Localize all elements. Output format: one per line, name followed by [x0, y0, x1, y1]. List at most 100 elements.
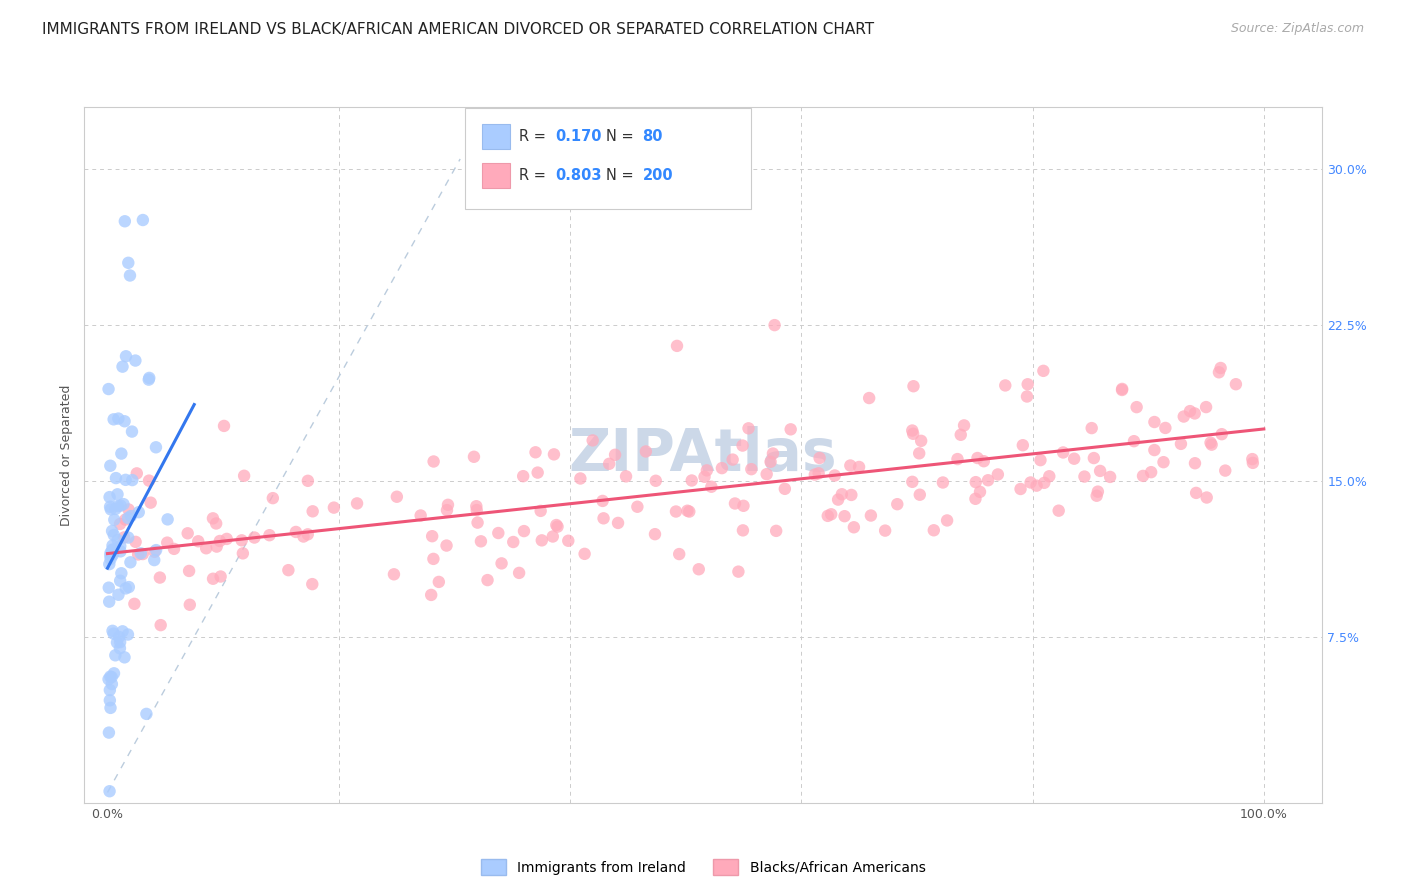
- Point: [420, 529, 443, 543]
- Point: [808, 450, 831, 465]
- Point: [202, 572, 225, 586]
- Point: [117, 531, 139, 545]
- Point: [100, 546, 122, 560]
- Point: [436, 503, 458, 517]
- Point: [114, 214, 136, 228]
- Point: [696, 463, 718, 477]
- Point: [132, 547, 155, 561]
- Point: [201, 511, 224, 525]
- Point: [634, 444, 657, 458]
- Point: [187, 534, 209, 549]
- Point: [322, 500, 344, 515]
- Point: [98, 458, 121, 473]
- Point: [107, 588, 129, 602]
- Point: [1195, 491, 1218, 505]
- Point: [1029, 453, 1052, 467]
- Point: [117, 627, 139, 641]
- Point: [103, 626, 125, 640]
- Text: 80: 80: [643, 129, 664, 144]
- Point: [108, 516, 131, 531]
- Point: [98, 693, 121, 707]
- Point: [666, 339, 689, 353]
- Point: [859, 508, 882, 523]
- Point: [124, 597, 146, 611]
- Point: [1088, 464, 1111, 478]
- Text: ZIPAtlas: ZIPAtlas: [568, 426, 838, 483]
- Point: [547, 519, 569, 533]
- Point: [710, 461, 733, 475]
- Point: [848, 459, 870, 474]
- Point: [97, 581, 120, 595]
- Point: [100, 670, 122, 684]
- Point: [1199, 435, 1222, 450]
- Point: [1209, 361, 1232, 376]
- Point: [901, 426, 924, 441]
- Point: [1123, 434, 1146, 449]
- Point: [465, 503, 488, 517]
- Point: [143, 553, 166, 567]
- Point: [121, 473, 143, 487]
- Point: [100, 502, 122, 516]
- Point: [117, 256, 139, 270]
- Point: [143, 545, 166, 559]
- Point: [104, 471, 127, 485]
- Point: [124, 534, 146, 549]
- Point: [513, 524, 536, 538]
- Point: [98, 683, 121, 698]
- Point: [1195, 400, 1218, 414]
- Point: [965, 475, 987, 490]
- Point: [953, 418, 976, 433]
- Point: [110, 499, 132, 513]
- Point: [644, 527, 666, 541]
- Point: [262, 491, 284, 505]
- Point: [977, 473, 1000, 487]
- Point: [502, 535, 524, 549]
- Point: [733, 499, 755, 513]
- Point: [427, 574, 450, 589]
- Point: [858, 391, 880, 405]
- Point: [1241, 456, 1264, 470]
- Point: [118, 268, 141, 283]
- Point: [114, 512, 136, 526]
- Point: [110, 544, 132, 558]
- Point: [1087, 484, 1109, 499]
- Point: [824, 468, 846, 483]
- Point: [179, 598, 201, 612]
- Point: [297, 474, 319, 488]
- Point: [107, 411, 129, 425]
- Point: [557, 533, 579, 548]
- Point: [231, 533, 253, 548]
- Point: [841, 488, 863, 502]
- Point: [233, 468, 256, 483]
- Point: [301, 504, 323, 518]
- Point: [125, 467, 148, 481]
- Text: IMMIGRANTS FROM IRELAND VS BLACK/AFRICAN AMERICAN DIVORCED OR SEPARATED CORRELAT: IMMIGRANTS FROM IRELAND VS BLACK/AFRICAN…: [42, 22, 875, 37]
- Point: [103, 513, 125, 527]
- Point: [1201, 437, 1223, 451]
- Point: [700, 480, 723, 494]
- Point: [110, 539, 132, 553]
- Point: [100, 701, 122, 715]
- Point: [582, 434, 605, 448]
- Point: [966, 450, 988, 465]
- Point: [827, 492, 849, 507]
- Point: [104, 648, 127, 663]
- Point: [128, 505, 150, 519]
- Point: [731, 524, 754, 538]
- Point: [1132, 469, 1154, 483]
- Point: [284, 524, 307, 539]
- Point: [212, 418, 235, 433]
- Point: [132, 213, 155, 227]
- Point: [98, 549, 121, 563]
- Point: [807, 467, 830, 481]
- Point: [1225, 377, 1247, 392]
- Text: 0.170: 0.170: [555, 129, 602, 144]
- Point: [98, 670, 121, 684]
- Point: [437, 498, 460, 512]
- Point: [1099, 470, 1122, 484]
- Point: [1011, 438, 1033, 452]
- Point: [831, 487, 853, 501]
- Point: [138, 474, 160, 488]
- Point: [987, 467, 1010, 482]
- Point: [486, 526, 509, 541]
